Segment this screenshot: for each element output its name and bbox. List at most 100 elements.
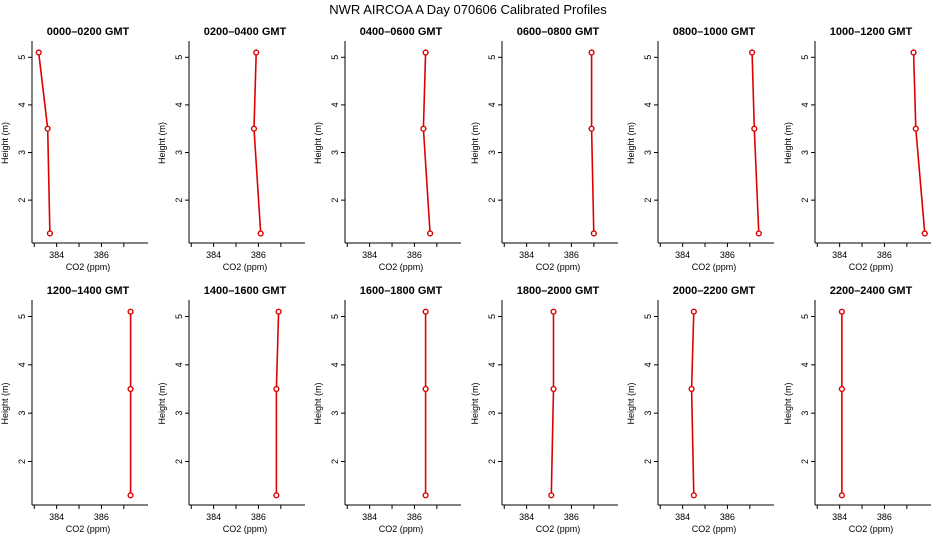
chart-panel-5: 0800–1000 GMT 2 3 4 5 384 386 CO2 (ppm) Height (… <box>626 26 774 272</box>
y-tick-label: 4 <box>800 102 810 107</box>
x-axis-label: CO2 (ppm) <box>849 524 894 534</box>
data-point <box>422 492 429 499</box>
x-axis-label: CO2 (ppm) <box>692 524 737 534</box>
y-axis-label: Height (m) <box>783 382 793 424</box>
y-tick-label: 4 <box>174 362 184 367</box>
x-axis-label: CO2 (ppm) <box>536 262 581 272</box>
y-axis-label: Height (m) <box>470 122 480 164</box>
chart-panel-1: 0000–0200 GMT 2 3 4 5 384 386 CO2 (ppm) Height (… <box>0 26 148 272</box>
y-tick-label: 5 <box>643 314 653 319</box>
x-axis-label: CO2 (ppm) <box>379 262 424 272</box>
data-point <box>257 230 264 237</box>
profile-line <box>912 52 926 234</box>
y-tick-label: 2 <box>17 198 27 203</box>
y-axis-label: Height (m) <box>626 122 636 164</box>
x-tick-label: 386 <box>720 512 735 522</box>
x-tick-label: 384 <box>362 250 377 260</box>
x-tick-label: 384 <box>832 250 847 260</box>
y-tick-label: 3 <box>487 150 497 155</box>
y-tick-label: 4 <box>330 102 340 107</box>
chart-panel-3: 0400–0600 GMT 2 3 4 5 384 386 CO2 (ppm) Height (… <box>313 26 461 272</box>
y-tick-label: 2 <box>800 459 810 464</box>
data-point <box>250 125 258 132</box>
profile-line <box>37 52 51 234</box>
data-point <box>838 308 845 315</box>
panel-title: 0400–0600 GMT <box>360 26 443 38</box>
data-point <box>46 230 54 237</box>
chart-panel-11: 2000–2200 GMT 2 3 4 5 384 386 CO2 (ppm) Height (… <box>626 285 774 534</box>
profile-line <box>590 52 595 234</box>
data-point <box>690 492 697 499</box>
y-tick-label: 2 <box>330 459 340 464</box>
x-tick-label: 386 <box>94 250 109 260</box>
data-point <box>690 308 697 315</box>
y-tick-label: 4 <box>17 102 27 107</box>
y-tick-label: 3 <box>17 411 27 416</box>
y-tick-label: 3 <box>174 411 184 416</box>
x-tick-label: 384 <box>206 512 221 522</box>
y-axis-label: Height (m) <box>0 122 10 164</box>
y-tick-label: 5 <box>17 55 27 60</box>
x-axis-label: CO2 (ppm) <box>692 262 737 272</box>
y-tick-label: 2 <box>800 198 810 203</box>
profile-line <box>422 52 431 234</box>
profile-line <box>751 52 760 234</box>
data-point <box>427 230 434 237</box>
panel-title: 0800–1000 GMT <box>673 26 756 38</box>
x-tick-label: 386 <box>94 512 109 522</box>
x-tick-label: 386 <box>564 512 579 522</box>
x-tick-label: 384 <box>832 512 847 522</box>
y-tick-label: 2 <box>643 198 653 203</box>
chart-panel-10: 1800–2000 GMT 2 3 4 5 384 386 CO2 (ppm) Height (… <box>470 285 618 534</box>
data-point <box>548 492 555 499</box>
y-tick-label: 2 <box>174 459 184 464</box>
panel-title: 1200–1400 GMT <box>47 285 130 297</box>
chart-panel-4: 0600–0800 GMT 2 3 4 5 384 386 CO2 (ppm) Height (… <box>470 26 618 272</box>
y-tick-label: 3 <box>330 411 340 416</box>
data-point <box>550 308 557 315</box>
y-axis-label: Height (m) <box>626 382 636 424</box>
data-point <box>755 230 762 237</box>
y-tick-label: 2 <box>643 459 653 464</box>
chart-panel-9: 1600–1800 GMT 2 3 4 5 384 386 CO2 (ppm) Height (… <box>313 285 461 534</box>
panel-title: 2000–2200 GMT <box>673 285 756 297</box>
y-tick-label: 4 <box>174 102 184 107</box>
data-point <box>422 385 429 393</box>
x-tick-label: 384 <box>49 250 64 260</box>
y-tick-label: 5 <box>643 55 653 60</box>
data-point <box>921 230 928 237</box>
data-point <box>273 385 280 393</box>
data-point <box>422 49 429 56</box>
y-tick-label: 2 <box>487 459 497 464</box>
y-axis-label: Height (m) <box>313 122 323 164</box>
x-tick-label: 384 <box>675 250 690 260</box>
panel-title: 1800–2000 GMT <box>517 285 600 297</box>
y-tick-label: 5 <box>174 55 184 60</box>
chart-panel-8: 1400–1600 GMT 2 3 4 5 384 386 CO2 (ppm) Height (… <box>157 285 305 534</box>
data-point <box>588 125 595 132</box>
x-axis-label: CO2 (ppm) <box>849 262 894 272</box>
panel-title: 1400–1600 GMT <box>204 285 287 297</box>
x-tick-label: 384 <box>49 512 64 522</box>
y-tick-label: 3 <box>330 150 340 155</box>
y-tick-label: 4 <box>17 362 27 367</box>
x-tick-label: 384 <box>519 512 534 522</box>
data-point <box>748 49 756 56</box>
data-point <box>422 308 429 315</box>
x-tick-label: 386 <box>407 250 422 260</box>
data-point <box>550 385 557 393</box>
panel-title: 2200–2400 GMT <box>830 285 913 297</box>
y-tick-label: 2 <box>17 459 27 464</box>
profile-line <box>253 52 262 234</box>
x-axis-label: CO2 (ppm) <box>223 524 268 534</box>
x-axis-label: CO2 (ppm) <box>536 524 581 534</box>
data-point <box>127 308 134 315</box>
data-point <box>838 385 845 393</box>
y-tick-label: 4 <box>487 102 497 107</box>
data-point <box>912 125 919 132</box>
data-point <box>910 49 917 56</box>
data-point <box>44 125 51 132</box>
x-tick-label: 384 <box>206 250 221 260</box>
x-tick-label: 384 <box>675 512 690 522</box>
y-axis-label: Height (m) <box>0 382 10 424</box>
